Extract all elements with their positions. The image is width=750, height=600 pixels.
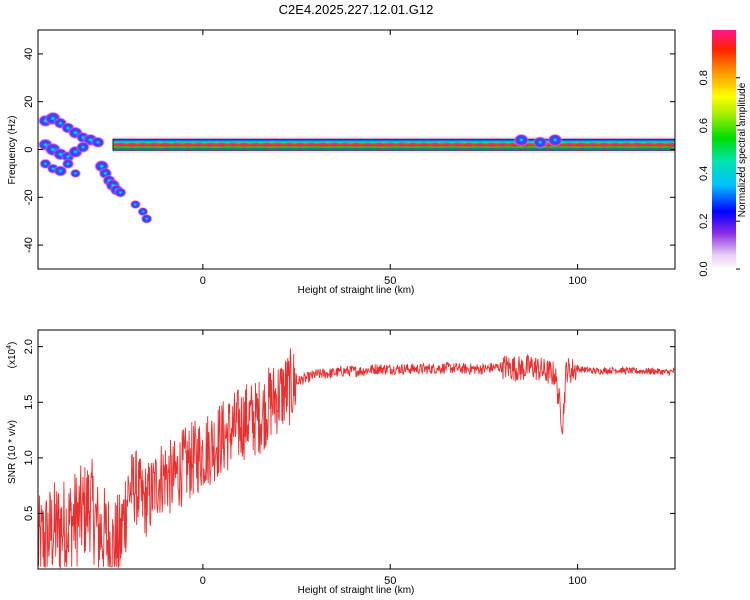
spectrogram-band-node bbox=[408, 142, 417, 147]
spectrogram-band-node bbox=[217, 142, 226, 147]
spectrogram-band-node bbox=[296, 142, 305, 147]
spectrogram-band-node bbox=[228, 142, 237, 147]
spectrogram-band-node bbox=[397, 142, 406, 147]
spectrogram-content bbox=[38, 111, 675, 224]
colorbar-label: Normalized spectral amplitude bbox=[737, 82, 748, 217]
snr-axes: 0 50 100 2.0 1.5 1.0 0.5 bbox=[23, 330, 675, 587]
snr-multiplier-base: (x10 bbox=[7, 348, 18, 368]
spectrogram-band-node bbox=[419, 142, 428, 147]
spectrogram-blob bbox=[547, 133, 564, 147]
snr-multiplier: (x104) bbox=[6, 342, 18, 369]
spectrogram-band-node bbox=[453, 142, 462, 147]
spectrogram-band-node bbox=[206, 142, 215, 147]
colorbar-gradient bbox=[712, 30, 736, 269]
spectrogram-xtick-label: 0 bbox=[200, 275, 206, 287]
spectrogram-band-node bbox=[262, 142, 271, 147]
colorbar-ticks: 0.0 0.2 0.4 0.6 0.8 bbox=[698, 70, 740, 277]
spectrogram-band-node bbox=[588, 142, 597, 147]
colorbar-tick-label: 0.0 bbox=[698, 261, 710, 276]
colorbar: 0.0 0.2 0.4 0.6 0.8 Normalized spectral ampl… bbox=[698, 30, 748, 277]
colorbar-tick-label: 0.2 bbox=[698, 214, 710, 229]
snr-multiplier-close: ) bbox=[7, 342, 18, 345]
spectrogram-band-node bbox=[183, 142, 192, 147]
spectrogram-band-outline bbox=[112, 138, 675, 151]
spectrogram-band-node bbox=[330, 142, 339, 147]
spectrogram-band-node bbox=[442, 142, 451, 147]
spectrogram-ytick-label: 20 bbox=[23, 96, 35, 108]
spectrogram-xlabel: Height of straight line (km) bbox=[298, 285, 415, 296]
spectrogram-blob bbox=[90, 136, 106, 149]
spectrogram-ytick-label: -20 bbox=[23, 189, 35, 205]
spectrogram-band-node bbox=[240, 142, 249, 147]
snr-xtick-label: 100 bbox=[568, 575, 586, 587]
spectrogram-band-node bbox=[611, 142, 620, 147]
spectrogram-band-node bbox=[656, 142, 665, 147]
figure-title: C2E4.2025.227.12.01.G12 bbox=[279, 2, 434, 17]
spectrogram-band-node bbox=[386, 142, 395, 147]
snr-panel: 0 50 100 2.0 1.5 1.0 0.5 Height of straight li… bbox=[6, 329, 676, 596]
spectrogram-band-node bbox=[667, 142, 675, 147]
colorbar-tick-label: 0.8 bbox=[698, 70, 710, 85]
spectrogram-band-node bbox=[476, 142, 485, 147]
spectrogram-band-node bbox=[150, 142, 159, 147]
spectrogram-band-node bbox=[498, 142, 507, 147]
spectrogram-band-node bbox=[577, 142, 586, 147]
spectrogram-band-node bbox=[285, 142, 294, 147]
spectrogram-ytick-label: 40 bbox=[23, 48, 35, 60]
spectrogram-band-node bbox=[622, 142, 631, 147]
spectrogram-band-node bbox=[374, 142, 383, 147]
spectrogram-blob bbox=[532, 136, 548, 149]
spectrogram-band-node bbox=[161, 142, 170, 147]
snr-ytick-label: 1.0 bbox=[23, 450, 35, 465]
spectrogram-band-node bbox=[318, 142, 327, 147]
spectrogram-blob bbox=[129, 199, 142, 210]
spectrogram-band-node bbox=[341, 142, 350, 147]
spectrogram-blob bbox=[113, 187, 127, 198]
spectrogram-band-node bbox=[138, 142, 147, 147]
spectrogram-band-node bbox=[363, 142, 372, 147]
snr-multiplier-exp: 4 bbox=[6, 345, 13, 349]
snr-ytick-label: 0.5 bbox=[23, 506, 35, 521]
spectrogram-band-node bbox=[644, 142, 653, 147]
snr-ylabel: SNR (10 * v/v) bbox=[7, 420, 18, 484]
spectrogram-panel: 0 50 100 40 20 0 -20 -40 Height of straight lin… bbox=[7, 29, 676, 296]
spectrogram-axes: 0 50 100 40 20 0 -20 -40 bbox=[23, 30, 675, 287]
snr-xtick-label: 50 bbox=[384, 575, 396, 587]
spectrogram-ylabel: Frequency (Hz) bbox=[7, 116, 18, 185]
spectrogram-ytick-label: -40 bbox=[23, 237, 35, 253]
spectrogram-blob bbox=[69, 168, 82, 179]
spectrogram-blob bbox=[61, 158, 75, 170]
spectrogram-xtick-label: 100 bbox=[568, 275, 586, 287]
spectrogram-band-node bbox=[251, 142, 260, 147]
snr-xtick-label: 0 bbox=[200, 575, 206, 587]
spectrogram-band-node bbox=[172, 142, 181, 147]
spectrogram-band-node bbox=[599, 142, 608, 147]
snr-frame bbox=[37, 329, 676, 570]
spectrogram-band-node bbox=[633, 142, 642, 147]
spectrogram-blob bbox=[75, 141, 91, 154]
spectrogram-band-node bbox=[352, 142, 361, 147]
spectrogram-band-node bbox=[273, 142, 282, 147]
spectrogram-band-node bbox=[195, 142, 204, 147]
colorbar-tick-label: 0.6 bbox=[698, 118, 710, 133]
spectrogram-band-node bbox=[431, 142, 440, 147]
spectrogram-blob bbox=[513, 133, 530, 147]
snr-ytick-label: 2.0 bbox=[23, 339, 35, 354]
snr-ytick-label: 1.5 bbox=[23, 395, 35, 410]
spectrogram-ytick-label: 0 bbox=[23, 146, 35, 152]
spectrogram-band-node bbox=[566, 142, 575, 147]
spectrogram-band-node bbox=[487, 142, 496, 147]
colorbar-tick-label: 0.4 bbox=[698, 166, 710, 181]
spectrogram-band-node bbox=[464, 142, 473, 147]
spectrogram-blob bbox=[140, 213, 153, 224]
spectrogram-band-node bbox=[116, 142, 125, 147]
spectrogram-xtick-label: 50 bbox=[384, 275, 396, 287]
snr-series-line bbox=[38, 348, 675, 569]
spectrogram-band-node bbox=[307, 142, 316, 147]
spectrogram-band-node bbox=[127, 142, 136, 147]
snr-xlabel: Height of straight line (km) bbox=[298, 585, 415, 596]
